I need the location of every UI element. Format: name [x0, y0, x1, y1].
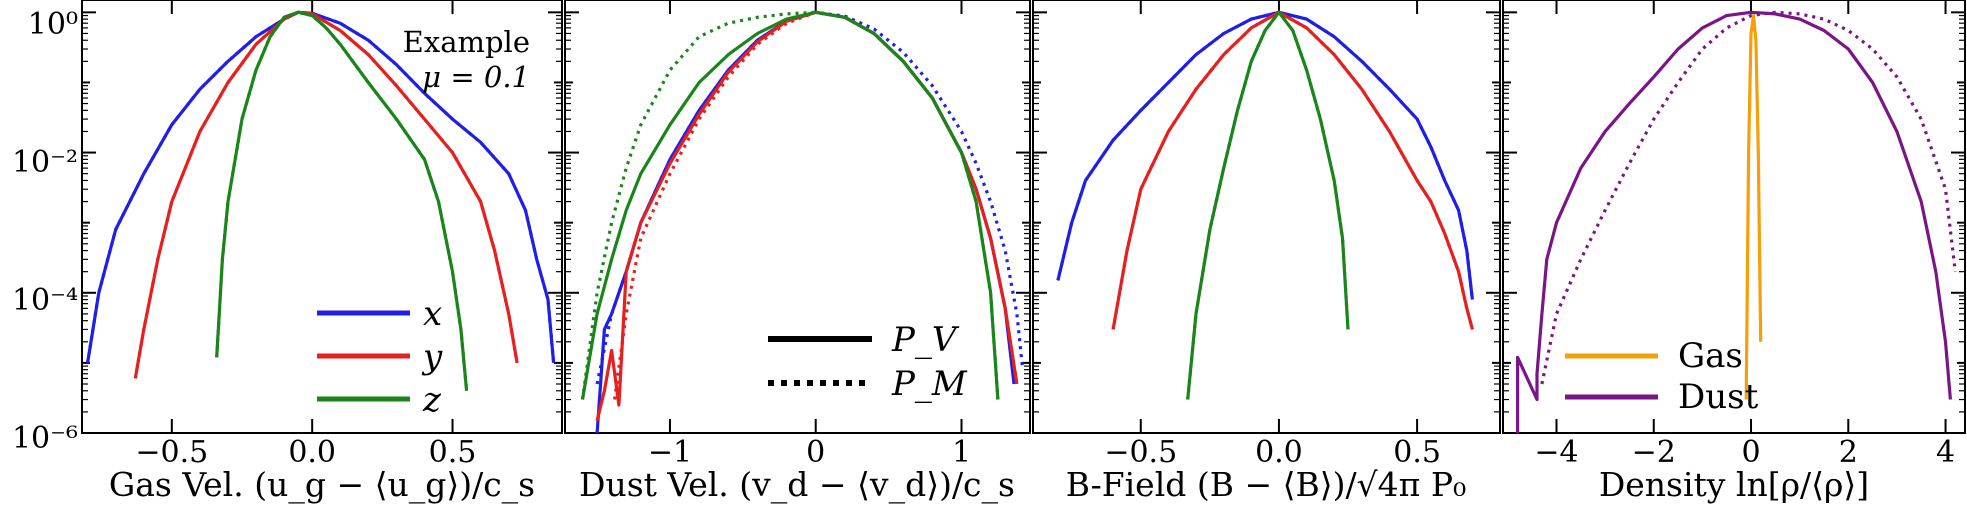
panel-gas-velocity: −0.5 0.0 0.5 Gas Vel. (u_g − ⟨u_g⟩)/c_s …	[81, 0, 563, 505]
y-tick-label: 10⁰	[28, 7, 78, 42]
legend-components: x y z	[317, 294, 443, 420]
series-dust-solid	[1515, 10, 1952, 433]
x-tick-labels: −0.5 0.0 0.5	[1104, 435, 1441, 470]
x-tick-label: 0.5	[429, 435, 477, 470]
legend-density: Gas Dust	[1565, 336, 1759, 417]
annotation-example: Example	[403, 25, 530, 59]
legend-line-styles: P_V P_M	[768, 320, 968, 404]
legend-label-dust: Dust	[1678, 377, 1759, 417]
plot-series	[1515, 10, 1957, 433]
plot-series	[86, 10, 556, 391]
series-x-solid	[86, 10, 556, 364]
series-y-dotted	[1111, 10, 1474, 330]
series-x-dotted	[1056, 10, 1474, 300]
annotation-mu: μ = 0.1	[422, 60, 530, 94]
x-tick-labels: −1 0 1	[648, 435, 971, 470]
legend-label-pm: P_M	[891, 364, 968, 404]
x-axis-label: B-Field (B − ⟨B⟩)/√4π P₀	[1066, 465, 1467, 504]
panel-dust-velocity: −1 0 1 Dust Vel. (v_d − ⟨v_d⟩)/c_s P_V P…	[564, 0, 1031, 505]
series-gas-solid	[1744, 14, 1763, 400]
x-tick-label: −0.5	[1104, 435, 1177, 470]
x-tick-labels: −4 −2 0 2 4	[1534, 435, 1955, 470]
series-z-dotted	[1186, 10, 1350, 400]
plot-frame	[1032, 0, 1501, 434]
legend-label-z: z	[422, 380, 442, 420]
plot-frame	[81, 0, 563, 434]
x-tick-labels: −0.5 0.0 0.5	[135, 435, 476, 470]
x-axis-label: Density ln[ρ/⟨ρ⟩]	[1599, 465, 1869, 504]
x-tick-label: −4	[1534, 435, 1578, 470]
panel-density: −4 −2 0 2 4 Density ln[ρ/⟨ρ⟩] Gas Dust	[1502, 0, 1966, 504]
series-y-dotted	[133, 10, 519, 379]
axis-ticks	[1503, 0, 1965, 434]
x-tick-label: 1	[952, 435, 971, 470]
series-x-dotted	[595, 10, 1025, 385]
x-tick-label: 0	[1741, 435, 1760, 470]
axis-ticks	[1033, 0, 1500, 434]
x-tick-label: −0.5	[135, 435, 208, 470]
axis-ticks	[82, 0, 562, 434]
x-tick-label: 0	[806, 435, 825, 470]
y-tick-label: 10⁻⁶	[12, 421, 78, 456]
y-tick-label: 10⁻⁴	[12, 283, 78, 318]
y-tick-labels: 10⁰ 10⁻² 10⁻⁴ 10⁻⁶	[12, 7, 78, 456]
x-tick-label: 0.5	[1393, 435, 1441, 470]
series-z-dotted	[215, 10, 469, 391]
plot-series	[1056, 10, 1474, 400]
y-tick-label: 10⁻²	[12, 145, 78, 180]
series-z-dotted	[580, 10, 1000, 400]
axis-ticks	[565, 0, 1030, 434]
series-dust-dotted	[1540, 10, 1957, 385]
panel-b-field: −0.5 0.0 0.5 B-Field (B − ⟨B⟩)/√4π P₀	[1032, 0, 1501, 504]
x-tick-label: −1	[648, 435, 692, 470]
plot-frame	[1502, 0, 1966, 434]
plot-series	[580, 10, 1025, 434]
legend-label-x: x	[423, 294, 442, 334]
x-tick-label: 2	[1839, 435, 1858, 470]
legend-label-pv: P_V	[891, 320, 960, 360]
series-y-solid	[1111, 10, 1474, 330]
x-tick-label: −2	[1632, 435, 1676, 470]
plot-frame	[564, 0, 1031, 434]
x-axis-label: Dust Vel. (v_d − ⟨v_d⟩)/c_s	[579, 465, 1015, 505]
x-tick-label: 4	[1936, 435, 1955, 470]
legend-label-gas: Gas	[1678, 336, 1743, 376]
x-tick-label: 0.0	[288, 435, 336, 470]
x-tick-label: 0.0	[1255, 435, 1303, 470]
series-x-solid	[1056, 10, 1474, 300]
legend-label-y: y	[421, 337, 443, 377]
x-axis-label: Gas Vel. (u_g − ⟨u_g⟩)/c_s	[109, 465, 535, 505]
